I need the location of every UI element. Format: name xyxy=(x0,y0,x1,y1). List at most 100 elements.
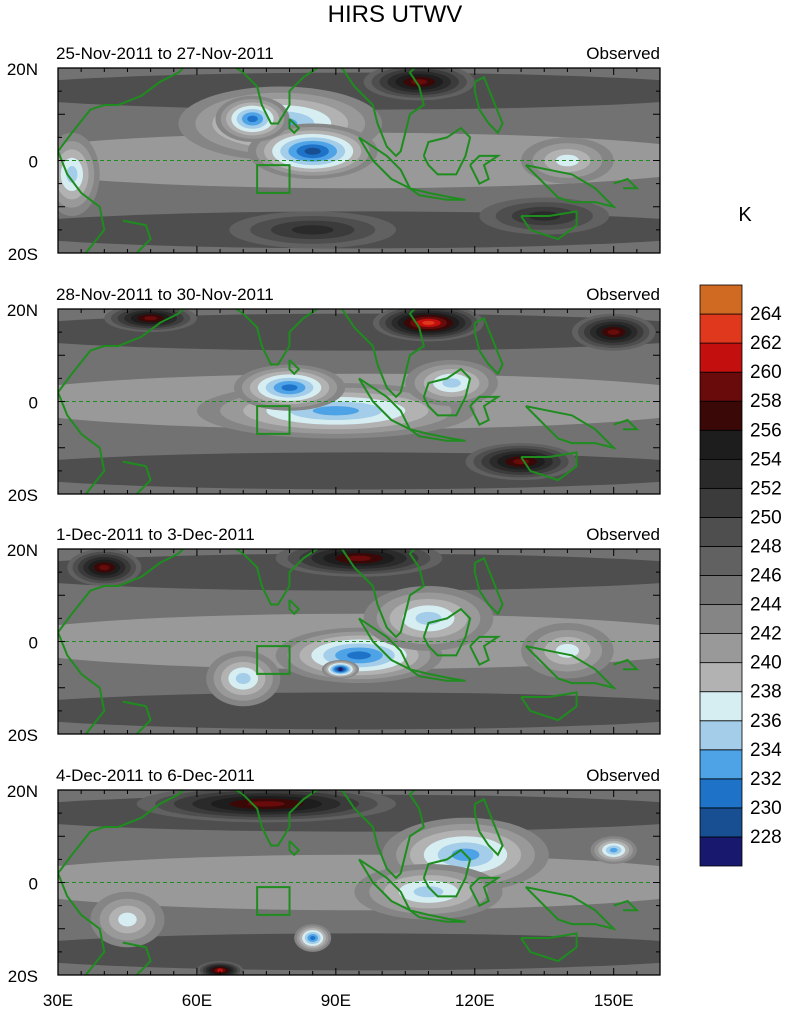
field-anomaly-5 xyxy=(521,623,614,679)
panel-label: Observed xyxy=(586,525,660,544)
axis-ticks xyxy=(57,789,661,976)
field-anomaly-7 xyxy=(229,211,397,249)
contour-level xyxy=(310,936,316,940)
contour-level xyxy=(338,667,343,672)
coastline xyxy=(58,309,185,393)
coastline xyxy=(520,451,578,482)
colorbar-swatch xyxy=(699,720,743,751)
map-panel-1: 25-Nov-2011 to 27-Nov-2011 Observed 20N 0 20… xyxy=(7,44,661,264)
utwv-field xyxy=(58,790,660,975)
coastline xyxy=(473,797,504,857)
axis-ticks xyxy=(57,548,661,735)
x-tick-label: 90E xyxy=(321,991,351,1010)
field-anomaly-4 xyxy=(90,891,165,948)
field-band xyxy=(58,452,660,490)
colorbar: 228 230 232 234 236 238 240 242 244 246 248 250 252 2… xyxy=(699,284,782,867)
contour-level xyxy=(422,320,435,325)
colorbar-label: 256 xyxy=(750,420,782,441)
field-anomaly-4 xyxy=(206,650,281,707)
field-anomaly-2 xyxy=(321,660,359,679)
x-tick-label: 60E xyxy=(182,991,212,1010)
field-anomaly-2 xyxy=(354,864,503,920)
coastlines xyxy=(58,309,640,494)
colorbar-label: 248 xyxy=(750,536,782,557)
x-tick-label: 150E xyxy=(594,991,634,1010)
contour-level xyxy=(247,801,285,807)
x-tick-label: 30E xyxy=(43,991,73,1010)
map-panel-3: 1-Dec-2011 to 3-Dec-2011 Observed 20N 0 20S xyxy=(7,525,661,745)
utwv-field xyxy=(58,309,660,494)
coastline xyxy=(234,309,425,399)
colorbar-swatch xyxy=(699,691,743,722)
figure-title: HIRS UTWV xyxy=(328,1,463,28)
colorbar-swatch xyxy=(699,342,743,373)
y-tick-label: 20N xyxy=(7,541,38,560)
contour-level xyxy=(609,847,618,853)
coastline xyxy=(122,219,152,253)
colorbar-swatch xyxy=(699,778,743,809)
y-tick-label: 0 xyxy=(29,394,38,413)
panel-label: Observed xyxy=(586,44,660,63)
contour-level xyxy=(235,672,251,685)
axis-ticks xyxy=(57,308,661,495)
coastline xyxy=(358,617,413,672)
panel-label: Observed xyxy=(586,285,660,304)
field-anomaly-2 xyxy=(247,123,378,179)
colorbar-swatch xyxy=(699,284,743,315)
coastline xyxy=(409,187,466,201)
coastline xyxy=(520,691,578,722)
y-tick-label: 20N xyxy=(7,782,38,801)
coastline xyxy=(613,658,640,671)
contour-level xyxy=(304,147,321,155)
colorbar-swatch xyxy=(699,458,743,489)
y-tick-label: 20N xyxy=(7,60,38,79)
colorbar-label: 252 xyxy=(750,478,782,499)
field-anomaly-6 xyxy=(275,549,443,577)
coastline xyxy=(520,210,578,241)
field-anomaly-5 xyxy=(104,309,197,333)
contour-level xyxy=(411,79,428,85)
colorbar-unit: K xyxy=(738,204,752,226)
coastline xyxy=(473,316,504,376)
coastline xyxy=(288,359,301,376)
y-tick-label: 20S xyxy=(8,486,38,505)
coastlines xyxy=(58,790,640,975)
map-panel-4: 4-Dec-2011 to 6-Dec-2011 Observed 20N 0 20S xyxy=(7,766,661,986)
coastline xyxy=(58,68,185,152)
coastlines xyxy=(58,549,640,734)
contour-level xyxy=(217,968,223,973)
contour-level xyxy=(66,166,78,183)
contour-level xyxy=(347,651,371,660)
field-anomaly-3 xyxy=(294,924,332,952)
field-anomaly-5 xyxy=(58,132,100,216)
coastline xyxy=(409,428,466,442)
coastline xyxy=(473,75,504,135)
colorbar-label: 230 xyxy=(750,798,782,819)
coastline xyxy=(422,126,472,176)
y-tick-label: 0 xyxy=(29,153,38,172)
contour-level xyxy=(281,384,298,391)
field-anomaly-7 xyxy=(465,443,577,481)
colorbar-swatch xyxy=(699,604,743,634)
coastline xyxy=(613,899,640,912)
field-anomaly-3 xyxy=(363,586,494,651)
coastline xyxy=(288,118,301,135)
coastline xyxy=(422,607,472,657)
coastline xyxy=(524,164,617,209)
colorbar-label: 228 xyxy=(750,827,782,848)
coastline xyxy=(520,932,578,963)
colorbar-label: 264 xyxy=(750,304,782,325)
colorbar-swatch xyxy=(699,749,743,780)
contour-level xyxy=(442,378,461,388)
y-tick-label: 20S xyxy=(8,726,38,745)
panel-date-range: 28-Nov-2011 to 30-Nov-2011 xyxy=(56,285,274,304)
colorbar-label: 254 xyxy=(750,449,782,470)
colorbar-label: 236 xyxy=(750,711,782,732)
coastline xyxy=(288,840,301,857)
colorbar-label: 260 xyxy=(750,362,782,383)
utwv-field xyxy=(58,68,660,253)
coastline xyxy=(409,668,466,682)
coastline xyxy=(409,909,466,923)
coastline xyxy=(422,367,472,417)
